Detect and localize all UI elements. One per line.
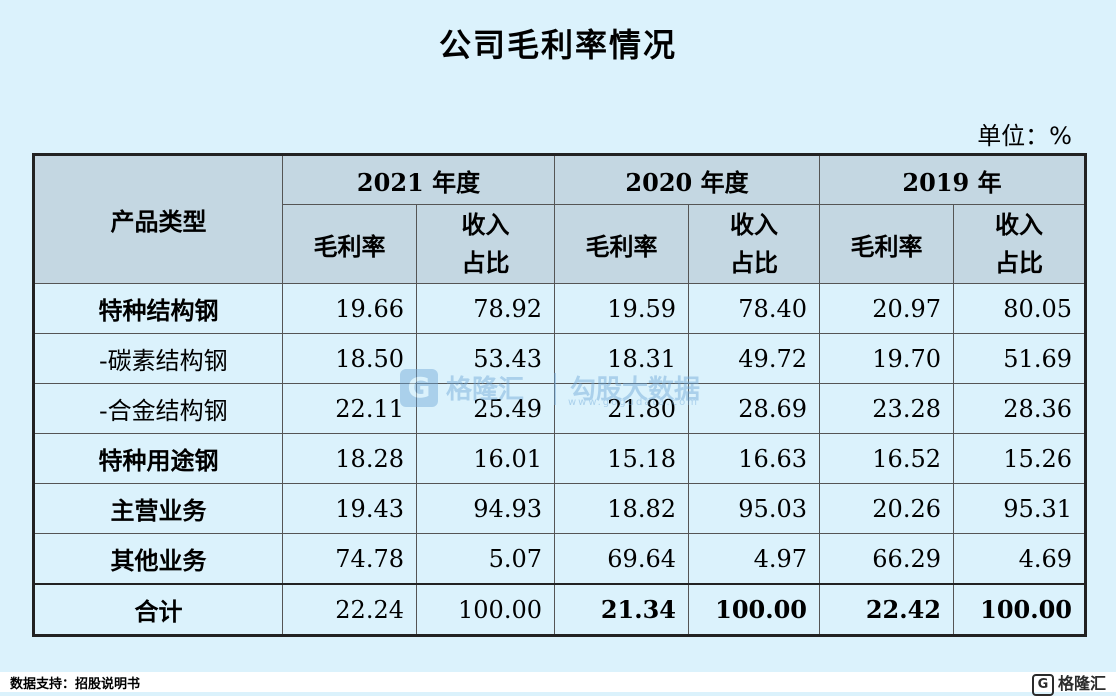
cell-value: 4.97 bbox=[688, 533, 820, 585]
cell-value: 16.52 bbox=[819, 433, 954, 484]
cell-value: 19.43 bbox=[282, 483, 417, 534]
cell-value: 19.59 bbox=[554, 283, 689, 334]
cell-value: 18.28 bbox=[282, 433, 417, 484]
cell-value: 15.26 bbox=[953, 433, 1086, 484]
cell-value: 19.66 bbox=[282, 283, 417, 334]
cell-value: 19.70 bbox=[819, 333, 954, 384]
cell-value: 20.26 bbox=[819, 483, 954, 534]
footer-brand-name: 格隆汇 bbox=[1057, 674, 1106, 693]
cell-value: 23.28 bbox=[819, 383, 954, 434]
cell-value: 22.42 bbox=[819, 583, 954, 636]
row-header-product-type: 产品类型 bbox=[33, 154, 283, 284]
row-label: 其他业务 bbox=[33, 533, 283, 585]
cell-value: 18.50 bbox=[282, 333, 417, 384]
cell-value: 16.63 bbox=[688, 433, 820, 484]
cell-value: 16.01 bbox=[416, 433, 555, 484]
subheader-revenue-share: 收入 占比 bbox=[416, 204, 555, 284]
table-row: -碳素结构钢 18.50 53.43 18.31 49.72 19.70 51.… bbox=[33, 333, 1086, 384]
brand-logo-icon: G bbox=[1031, 673, 1054, 696]
total-row: 合计 22.24 100.00 21.34 100.00 22.42 100.0… bbox=[33, 583, 1086, 636]
row-label: -合金结构钢 bbox=[33, 383, 283, 434]
subheader-margin: 毛利率 bbox=[554, 204, 689, 284]
page-title: 公司毛利率情况 bbox=[438, 26, 677, 64]
cell-value: 22.11 bbox=[282, 383, 417, 434]
year-header-2020: 2020 年度 bbox=[554, 154, 820, 205]
subheader-margin: 毛利率 bbox=[819, 204, 954, 284]
table-row: 主营业务 19.43 94.93 18.82 95.03 20.26 95.31 bbox=[33, 483, 1086, 534]
data-source: 数据支持：招股说明书 bbox=[10, 677, 141, 692]
cell-value: 20.97 bbox=[819, 283, 954, 334]
cell-value: 53.43 bbox=[416, 333, 555, 384]
gross-margin-table: 产品类型 2021 年度 2020 年度 2019 年 毛利率 收入 占比 毛利率… bbox=[32, 153, 1087, 637]
table-row: -合金结构钢 22.11 25.49 21.80 28.69 23.28 28.… bbox=[33, 383, 1086, 434]
subheader-revenue-share: 收入 占比 bbox=[953, 204, 1086, 284]
cell-value: 78.92 bbox=[416, 283, 555, 334]
table-row: 特种用途钢 18.28 16.01 15.18 16.63 16.52 15.2… bbox=[33, 433, 1086, 484]
unit-note: 单位：% bbox=[977, 122, 1072, 150]
cell-value: 74.78 bbox=[282, 533, 417, 585]
cell-value: 94.93 bbox=[416, 483, 555, 534]
cell-value: 78.40 bbox=[688, 283, 820, 334]
cell-value: 18.82 bbox=[554, 483, 689, 534]
cell-value: 15.18 bbox=[554, 433, 689, 484]
cell-value: 95.31 bbox=[953, 483, 1086, 534]
cell-value: 66.29 bbox=[819, 533, 954, 585]
cell-value: 21.80 bbox=[554, 383, 689, 434]
cell-value: 18.31 bbox=[554, 333, 689, 384]
cell-value: 21.34 bbox=[554, 583, 689, 636]
cell-value: 49.72 bbox=[688, 333, 820, 384]
year-header-2021: 2021 年度 bbox=[282, 154, 555, 205]
year-header-2019: 2019 年 bbox=[819, 154, 1086, 205]
cell-value: 25.49 bbox=[416, 383, 555, 434]
cell-value: 100.00 bbox=[953, 583, 1086, 636]
row-label: 主营业务 bbox=[33, 483, 283, 534]
row-label: 特种结构钢 bbox=[33, 283, 283, 334]
row-label: -碳素结构钢 bbox=[33, 333, 283, 384]
cell-value: 28.36 bbox=[953, 383, 1086, 434]
cell-value: 28.69 bbox=[688, 383, 820, 434]
cell-value: 69.64 bbox=[554, 533, 689, 585]
table-row: 特种结构钢 19.66 78.92 19.59 78.40 20.97 80.0… bbox=[33, 283, 1086, 334]
cell-value: 51.69 bbox=[953, 333, 1086, 384]
table-row: 其他业务 74.78 5.07 69.64 4.97 66.29 4.69 bbox=[33, 533, 1086, 585]
footer-bar: 数据支持：招股说明书 G 格隆汇 bbox=[0, 672, 1116, 696]
cell-value: 4.69 bbox=[953, 533, 1086, 585]
subheader-margin: 毛利率 bbox=[282, 204, 417, 284]
cell-value: 100.00 bbox=[416, 583, 555, 636]
cell-value: 95.03 bbox=[688, 483, 820, 534]
cell-value: 100.00 bbox=[688, 583, 820, 636]
cell-value: 5.07 bbox=[416, 533, 555, 585]
subheader-revenue-share: 收入 占比 bbox=[688, 204, 820, 284]
row-label: 合计 bbox=[33, 583, 283, 636]
cell-value: 22.24 bbox=[282, 583, 417, 636]
row-label: 特种用途钢 bbox=[33, 433, 283, 484]
cell-value: 80.05 bbox=[953, 283, 1086, 334]
